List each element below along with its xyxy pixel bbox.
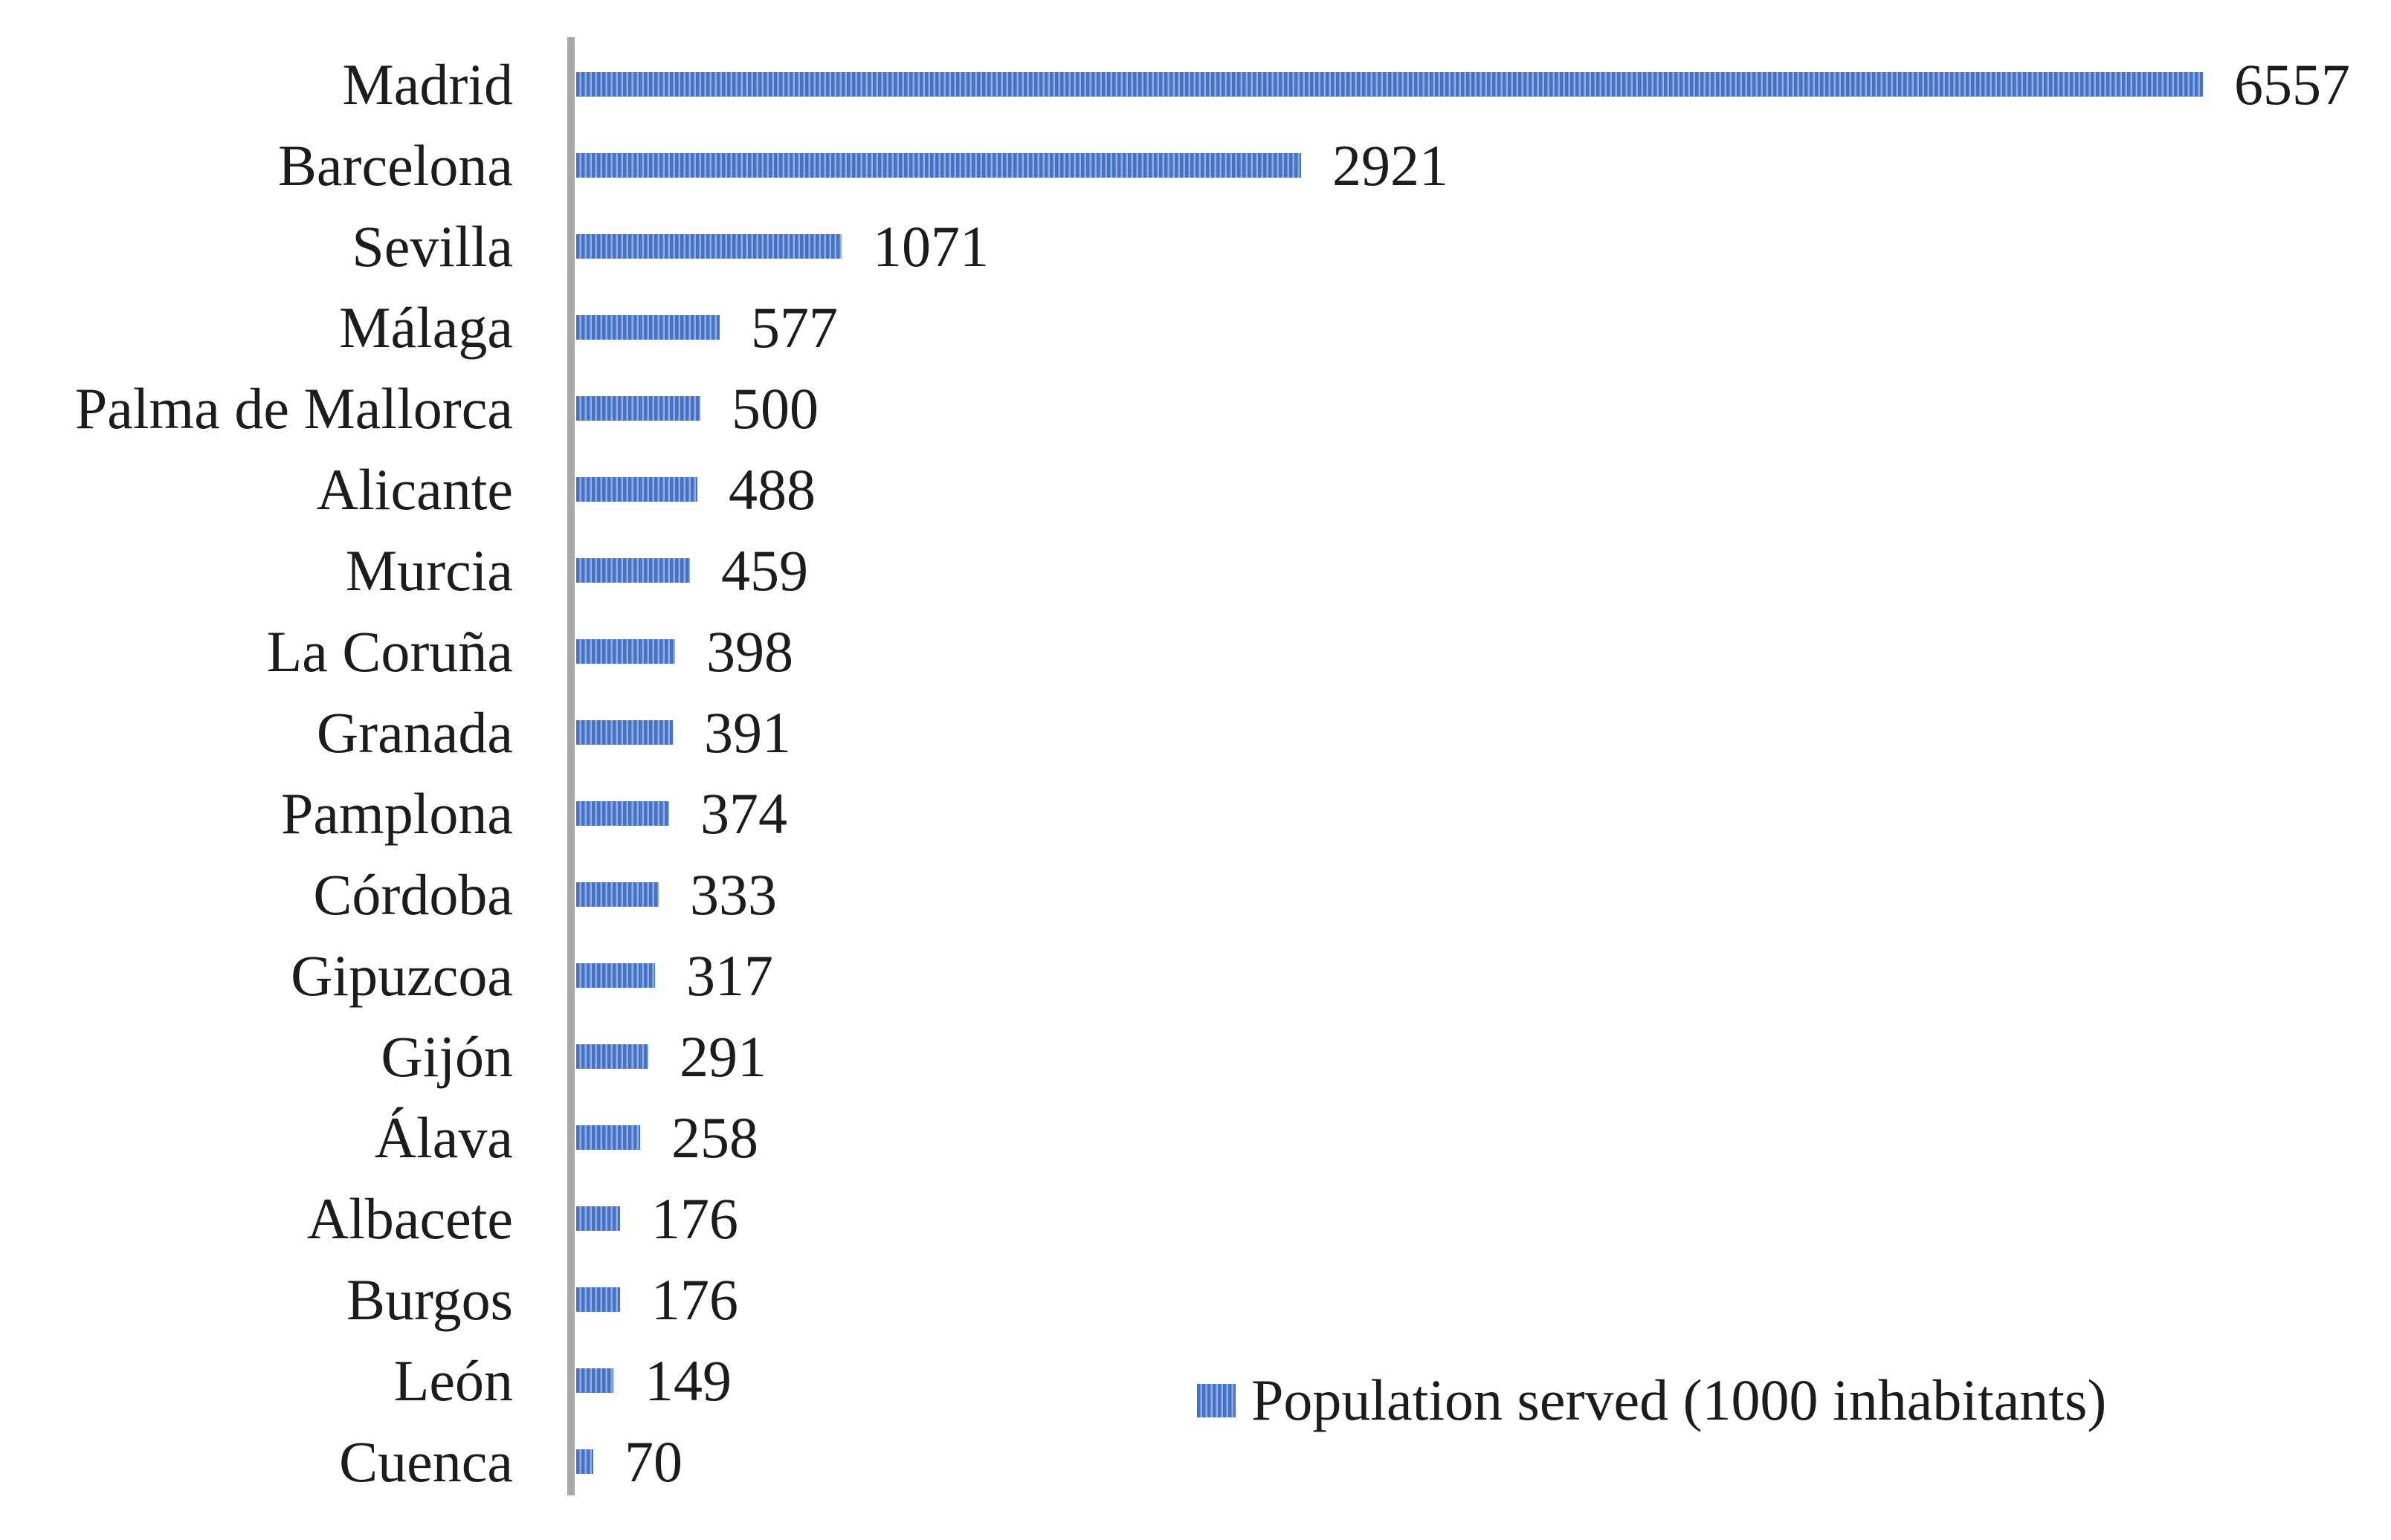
bar-area: 488 [576,456,816,522]
bar [576,882,659,907]
category-label: Granada [316,699,513,765]
bar-row: Madrid 6557 [0,44,2391,125]
bar [576,639,675,664]
bar-row: Cuenca 70 [0,1421,2391,1502]
bar-row: Álava 258 [0,1097,2391,1178]
value-label: 176 [651,1185,738,1251]
value-label: 488 [729,456,816,522]
bar-area: 2921 [576,132,1448,198]
value-label: 2921 [1332,132,1448,198]
bar [576,1044,648,1069]
bar-area: 70 [576,1429,683,1494]
bar [576,1368,613,1393]
bar-row: Burgos 176 [0,1259,2391,1340]
value-label: 333 [690,861,777,927]
bar-row: León 149 [0,1340,2391,1421]
bar-area: 258 [576,1104,758,1170]
bar [576,315,720,340]
value-label: 6557 [2234,51,2350,117]
legend-series-label: Population served (1000 inhabitants) [1251,1368,2107,1432]
category-label: Málaga [339,294,513,360]
bar-row: Granada 391 [0,692,2391,773]
bar-area: 1071 [576,213,989,279]
bar [576,1449,593,1474]
value-label: 317 [686,942,773,1008]
category-label: Pamplona [281,780,513,846]
category-axis-line [567,37,575,1495]
category-label: La Coruña [266,618,513,684]
bar-row: Sevilla 1071 [0,206,2391,287]
bar [576,477,697,502]
bar-row: Alicante 488 [0,449,2391,530]
category-label: Murcia [345,537,513,603]
category-label: Palma de Mallorca [74,375,513,441]
bar-area: 459 [576,537,808,603]
category-label: Madrid [342,51,513,117]
bar [576,1206,620,1231]
value-label: 391 [704,699,791,765]
bar [576,153,1301,178]
category-label: Sevilla [352,213,513,279]
category-label: Álava [374,1104,513,1170]
category-label: Cuenca [339,1429,513,1494]
bar-area: 6557 [576,51,2350,117]
category-label: Gipuzcoa [291,942,513,1008]
bar [576,720,673,745]
bar-area: 577 [576,294,838,360]
bar [576,396,700,421]
value-label: 258 [671,1104,758,1170]
bar [576,558,690,583]
bar [576,963,655,988]
bar-row: Albacete 176 [0,1178,2391,1259]
bar-row: Palma de Mallorca 500 [0,368,2391,449]
category-label: León [393,1348,513,1413]
value-label: 459 [721,537,808,603]
bar [576,801,669,826]
bar-row: Gipuzcoa 317 [0,935,2391,1016]
value-label: 500 [732,375,819,441]
bar-row: Gijón 291 [0,1016,2391,1097]
value-label: 1071 [873,213,989,279]
value-label: 149 [645,1348,732,1413]
bar-row: La Coruña 398 [0,611,2391,692]
bar-area: 176 [576,1185,738,1251]
bar-area: 176 [576,1266,738,1332]
bar-row: Barcelona 2921 [0,125,2391,206]
bar [576,72,2203,97]
category-label: Burgos [346,1266,513,1332]
value-label: 70 [625,1429,683,1494]
legend: Population served (1000 inhabitants) [1197,1371,2106,1429]
bar-area: 317 [576,942,773,1008]
value-label: 176 [651,1266,738,1332]
value-label: 577 [751,294,838,360]
bar-row: Pamplona 374 [0,773,2391,854]
category-label: Alicante [316,456,513,522]
legend-series-swatch-icon [1197,1383,1236,1417]
category-label: Barcelona [277,132,513,198]
bar-area: 291 [576,1023,767,1089]
bar-area: 500 [576,375,819,441]
bar [576,1287,620,1312]
bar [576,234,842,259]
bar-row: Córdoba 333 [0,854,2391,935]
bar-area: 398 [576,618,793,684]
value-label: 374 [700,780,787,846]
category-label: Gijón [381,1023,513,1089]
category-label: Córdoba [313,861,513,927]
value-label: 291 [680,1023,767,1089]
bar-area: 333 [576,861,777,927]
bar-area: 149 [576,1348,732,1413]
bar [576,1125,640,1150]
bar-row: Murcia 459 [0,530,2391,611]
category-label: Albacete [306,1185,513,1251]
bar-area: 391 [576,699,791,765]
value-label: 398 [706,618,793,684]
bar-area: 374 [576,780,787,846]
bar-chart: Madrid 6557 Barcelona 2921 Sevilla 1071 Málaga… [0,44,2391,1502]
bar-row: Málaga 577 [0,287,2391,368]
